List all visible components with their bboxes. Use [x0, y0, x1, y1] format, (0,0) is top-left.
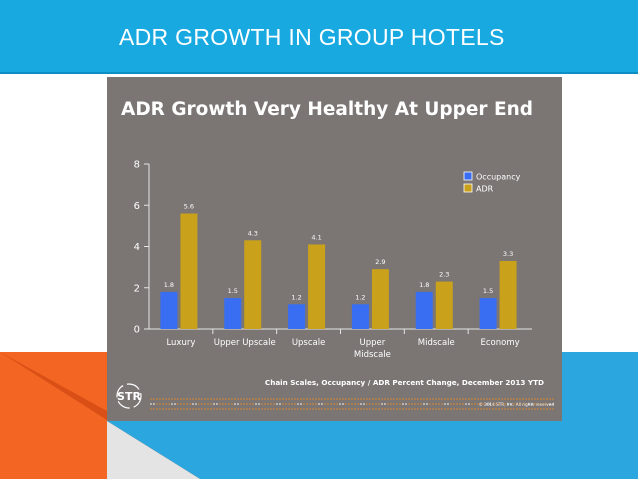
y-tick-label: 6	[134, 201, 140, 212]
legend-swatch	[463, 183, 473, 193]
data-label: 1.8	[164, 281, 174, 289]
bar-occupancy	[479, 298, 497, 329]
x-tick-label: Midscale	[418, 338, 455, 348]
x-tick-label: Upper Midscale	[354, 338, 391, 360]
x-tick-label: Upscale	[292, 338, 326, 348]
light-accent-triangle	[107, 421, 200, 479]
y-tick-label: 0	[134, 325, 140, 336]
bar-adr	[308, 244, 326, 329]
blue-accent-shape	[562, 352, 638, 479]
bar-adr	[499, 260, 517, 329]
bar-adr	[435, 281, 453, 329]
x-tick-label: Economy	[481, 338, 520, 348]
data-label: 2.3	[439, 271, 449, 279]
chart-title: ADR Growth Very Healthy At Upper End	[121, 99, 533, 120]
logo-text: STR	[117, 390, 141, 403]
data-label: 1.2	[355, 293, 365, 301]
bar-adr	[371, 269, 389, 329]
bar-occupancy	[288, 304, 306, 329]
y-tick-label: 4	[134, 242, 140, 253]
data-label: 2.9	[375, 258, 385, 266]
bar-occupancy	[415, 291, 433, 329]
blue-accent-bottom	[107, 421, 562, 479]
legend-swatch	[463, 171, 473, 181]
data-label: 1.5	[228, 287, 238, 295]
chart-slide: ADR Growth Very Healthy At Upper End 0 2 4 6…	[107, 77, 562, 421]
bar-occupancy	[351, 304, 369, 329]
header-title: ADR GROWTH IN GROUP HOTELS	[119, 24, 505, 50]
data-label: 1.5	[483, 287, 493, 295]
copyright-text: © 2014 STR, Inc. All rights reserved	[478, 402, 554, 407]
x-tick-label: Luxury	[166, 338, 195, 348]
x-tick-label: Upper Upscale	[214, 338, 276, 348]
footer-dotted-pattern	[150, 398, 554, 410]
bar-adr	[244, 240, 262, 329]
str-logo: STR	[115, 381, 143, 417]
data-label: 4.3	[248, 229, 258, 237]
legend-label: ADR	[476, 185, 494, 194]
data-label: 4.1	[311, 233, 321, 241]
data-label: 1.2	[291, 293, 301, 301]
data-label: 3.3	[503, 250, 513, 258]
legend-label: Occupancy	[476, 173, 521, 182]
bar-adr	[180, 213, 198, 329]
bar-occupancy	[160, 291, 178, 329]
orange-accent-shape	[0, 352, 107, 479]
y-tick-label: 2	[134, 283, 140, 294]
bar-chart: ADR Growth Very Healthy At Upper End 0 2 4 6…	[121, 99, 554, 410]
y-tick-label: 8	[134, 160, 140, 171]
data-label: 5.6	[184, 203, 194, 211]
logo-ring-icon	[116, 383, 142, 409]
chart-caption: Chain Scales, Occupancy / ADR Percent Ch…	[264, 378, 544, 387]
bar-occupancy	[224, 298, 242, 329]
slide-header: ADR GROWTH IN GROUP HOTELS	[0, 0, 638, 74]
data-label: 1.8	[419, 281, 429, 289]
